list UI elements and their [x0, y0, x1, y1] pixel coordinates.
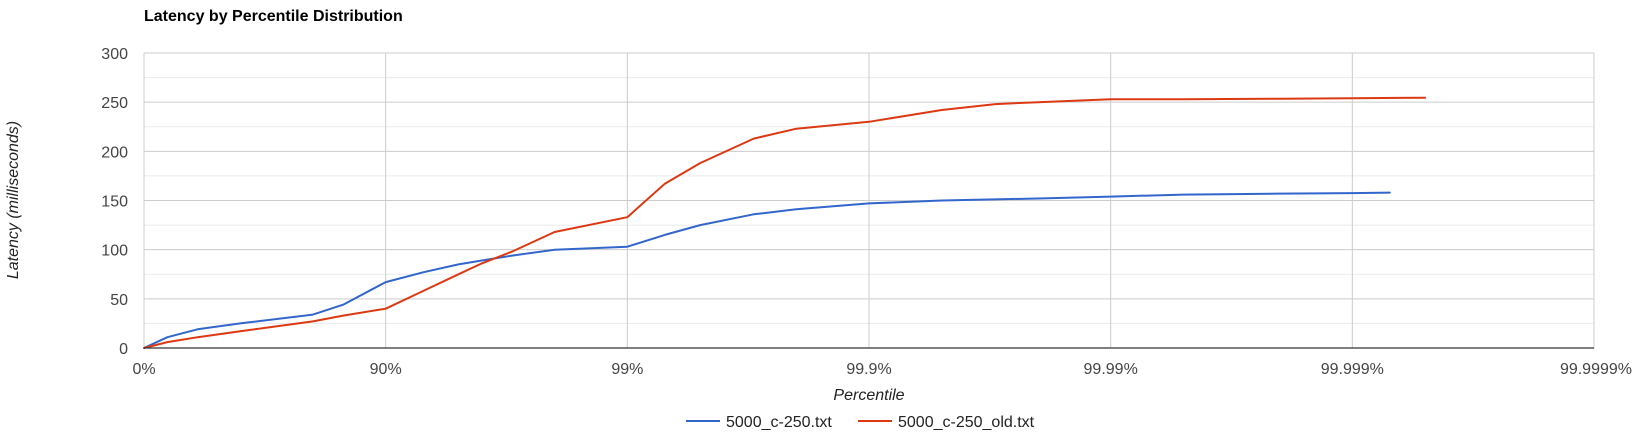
x-axis-title: Percentile	[833, 387, 904, 404]
y-tick-label: 100	[101, 243, 128, 260]
series-line-1	[143, 191, 1391, 349]
x-tick-label: 99.999%	[1321, 361, 1384, 378]
y-tick-label: 150	[101, 194, 128, 211]
y-tick-label: 200	[101, 144, 128, 161]
x-tick-label: 99.99%	[1084, 361, 1138, 378]
x-tick-label: 90%	[370, 361, 402, 378]
y-tick-label: 250	[101, 95, 128, 112]
y-axis-ticks: 0 50 100 150 200 250 300	[101, 46, 128, 358]
x-tick-label: 99%	[611, 361, 643, 378]
x-tick-label: 99.9%	[846, 361, 891, 378]
legend-label: 5000_c-250.txt	[726, 414, 832, 431]
y-tick-label: 50	[110, 292, 128, 309]
x-tick-label: 0%	[132, 361, 155, 378]
chart-legend: 5000_c-250.txt 5000_c-250_old.txt	[686, 414, 1035, 431]
chart-title: Latency by Percentile Distribution	[144, 8, 403, 25]
series-layer	[143, 96, 1427, 349]
y-tick-label: 300	[101, 46, 128, 63]
x-tick-label: 99.9999%	[1560, 361, 1632, 378]
y-axis-title: Latency (milliseconds)	[5, 121, 22, 279]
legend-label: 5000_c-250_old.txt	[898, 414, 1035, 431]
x-axis-ticks: 0% 90% 99% 99.9% 99.99% 99.999% 99.9999%	[132, 361, 1632, 378]
major-gridlines	[143, 52, 1595, 348]
series-line-2	[143, 96, 1427, 349]
y-tick-label: 0	[119, 341, 128, 358]
